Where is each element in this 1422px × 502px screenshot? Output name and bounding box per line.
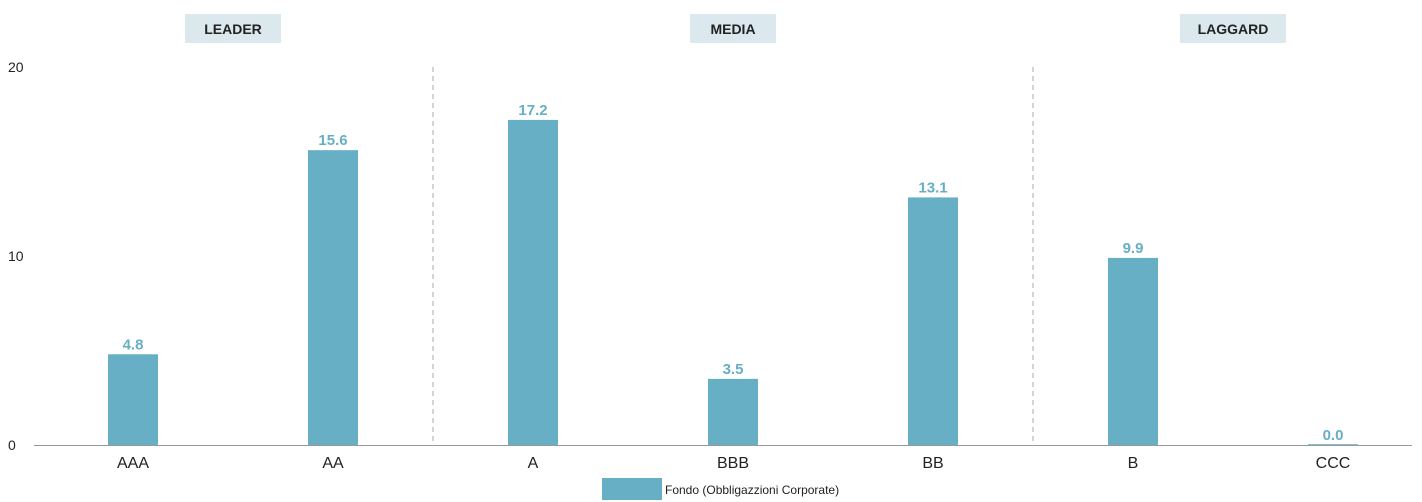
- group-label-text: LEADER: [204, 21, 262, 37]
- y-tick-label: 10: [8, 248, 24, 264]
- bar-aaa: [108, 354, 158, 445]
- bar-b: [1108, 257, 1158, 445]
- x-tick-label-aa: AA: [322, 455, 344, 472]
- bar-bb: [908, 197, 958, 445]
- y-axis: 0 10 20: [8, 59, 24, 453]
- bar-a: [508, 119, 558, 446]
- data-label-a: 17.2: [518, 102, 547, 119]
- bar-ccc: [1308, 444, 1358, 445]
- data-label-aa: 15.6: [318, 132, 347, 149]
- group-label-media: MEDIA: [690, 14, 776, 43]
- group-label-text: LAGGARD: [1198, 21, 1269, 37]
- group-label-text: MEDIA: [710, 21, 755, 37]
- x-tick-label-ccc: CCC: [1316, 455, 1351, 472]
- x-axis: AAA AA A BBB BB B CCC: [117, 455, 1350, 472]
- legend-label: Fondo (Obbligazzioni Corporate): [665, 483, 839, 497]
- data-label-bbb: 3.5: [723, 361, 744, 378]
- x-tick-label-bb: BB: [922, 455, 943, 472]
- data-label-ccc: 0.0: [1323, 427, 1344, 444]
- group-label-background: [185, 14, 281, 43]
- data-label-bb: 13.1: [918, 179, 947, 196]
- bar-aa: [308, 150, 358, 445]
- bar-bbb: [708, 378, 758, 445]
- legend-swatch: [602, 478, 662, 500]
- group-label-leader: LEADER: [185, 14, 281, 43]
- group-label-laggard: LAGGARD: [1180, 14, 1286, 43]
- y-tick-label: 0: [8, 437, 16, 453]
- x-tick-label-b: B: [1128, 455, 1139, 472]
- data-label-aaa: 4.8: [123, 336, 144, 353]
- x-tick-label-aaa: AAA: [117, 455, 149, 472]
- group-separators: [432, 67, 1034, 445]
- x-tick-label-bbb: BBB: [717, 455, 749, 472]
- data-label-b: 9.9: [1123, 240, 1144, 257]
- legend: Fondo (Obbligazzioni Corporate): [602, 478, 839, 500]
- bars: [108, 119, 1358, 446]
- group-labels: LEADER MEDIA LAGGARD: [185, 14, 1286, 43]
- y-tick-label: 20: [8, 59, 24, 75]
- group-label-background: [1180, 14, 1286, 43]
- group-label-background: [690, 14, 776, 43]
- legend-item: Fondo (Obbligazzioni Corporate): [602, 478, 839, 500]
- x-tick-label-a: A: [528, 455, 539, 472]
- data-labels: 4.8 15.6 17.2 3.5 13.1 9.9 0.0: [123, 102, 1344, 444]
